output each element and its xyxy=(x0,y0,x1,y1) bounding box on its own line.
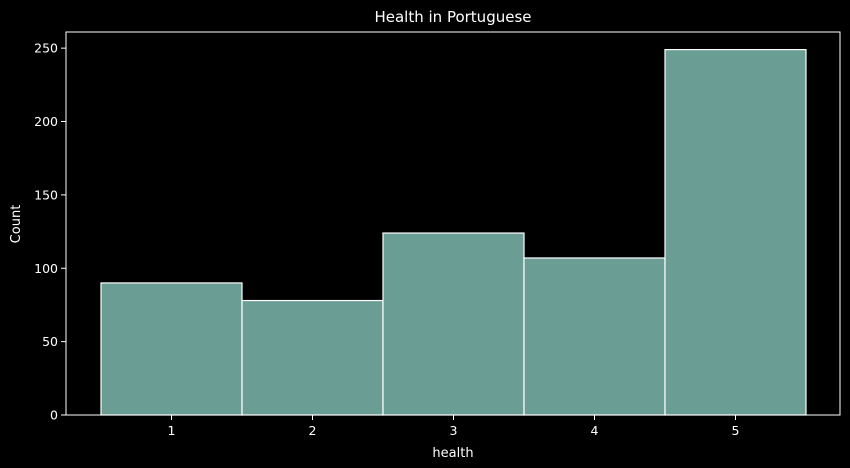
x-axis-label: health xyxy=(432,446,473,461)
x-tick-label: 3 xyxy=(450,423,458,438)
x-tick-label: 2 xyxy=(309,423,317,438)
bars-group xyxy=(100,49,807,416)
chart-title: Health in Portuguese xyxy=(374,8,531,26)
bar-5 xyxy=(664,49,807,416)
y-tick-label: 50 xyxy=(42,334,58,349)
bar-4 xyxy=(523,257,666,416)
x-tick-label: 1 xyxy=(168,423,176,438)
y-tick-label: 100 xyxy=(34,261,58,276)
y-tick-label: 0 xyxy=(50,408,58,423)
axes-group: 0 50 100 150 200 250 1 2 3 4 5 xyxy=(34,31,841,438)
y-axis-label: Count xyxy=(9,205,24,244)
y-tick-label: 150 xyxy=(34,187,58,202)
bar-1 xyxy=(100,282,243,416)
bar-2 xyxy=(241,299,384,416)
y-tick-label: 250 xyxy=(34,41,58,56)
y-tick-label: 200 xyxy=(34,114,58,129)
x-tick-label: 5 xyxy=(732,423,740,438)
x-tick-label: 4 xyxy=(591,423,599,438)
bar-3 xyxy=(382,232,525,416)
